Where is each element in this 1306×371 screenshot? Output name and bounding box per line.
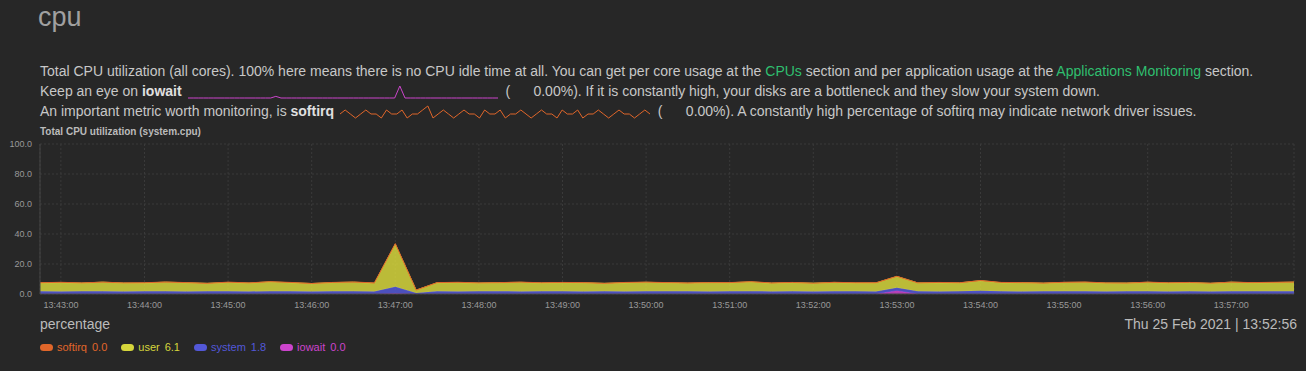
svg-text:20.0: 20.0 xyxy=(14,259,32,269)
svg-text:13:49:00: 13:49:00 xyxy=(545,300,580,310)
html-text:( 0.00%). If it is constantly: ( 0.00%). If it is constantly high, your… xyxy=(497,83,1100,99)
svg-text:13:48:00: 13:48:00 xyxy=(461,300,496,310)
html-text:Keep an eye on iowait: Keep an eye on iowait xyxy=(40,83,182,99)
svg-text:13:51:00: 13:51:00 xyxy=(712,300,747,310)
svg-text:0.0: 0.0 xyxy=(19,289,32,299)
html-text:iowait 0.0: iowait 0.0 xyxy=(297,341,346,353)
html-text:( 0.00%). A constantly high pe: ( 0.00%). A constantly high percentage o… xyxy=(650,103,1197,119)
svg-text:13:43:00: 13:43:00 xyxy=(43,300,78,310)
svg-text:80.0: 80.0 xyxy=(14,169,32,179)
html-text:Total CPU utilization (all cor: Total CPU utilization (all cores). 100% … xyxy=(40,63,1254,79)
html-text:0.0: 0.0 xyxy=(92,341,108,353)
html-text:system 1.8: system 1.8 xyxy=(211,341,267,353)
svg-text:100.0: 100.0 xyxy=(9,139,32,149)
svg-text:60.0: 60.0 xyxy=(14,199,32,209)
svg-text:13:47:00: 13:47:00 xyxy=(378,300,413,310)
svg-text:13:52:00: 13:52:00 xyxy=(796,300,831,310)
svg-text:13:53:00: 13:53:00 xyxy=(879,300,914,310)
svg-text:13:46:00: 13:46:00 xyxy=(294,300,329,310)
html-text:cpu: cpu xyxy=(38,2,82,32)
html-text:softirq: softirq xyxy=(57,341,87,353)
svg-text:13:50:00: 13:50:00 xyxy=(629,300,664,310)
svg-text:13:45:00: 13:45:00 xyxy=(211,300,246,310)
html-text:Thu 25 Feb 2021 | 13:52:56: Thu 25 Feb 2021 | 13:52:56 xyxy=(1124,316,1297,332)
html-text:Total CPU utilization (system.: Total CPU utilization (system.cpu) xyxy=(40,126,201,137)
svg-text:13:57:00: 13:57:00 xyxy=(1214,300,1249,310)
svg-text:40.0: 40.0 xyxy=(14,229,32,239)
html-text:percentage: percentage xyxy=(40,316,111,332)
svg-text:13:54:00: 13:54:00 xyxy=(963,300,998,310)
html-text:An important metric worth moni: An important metric worth monitoring, is… xyxy=(40,103,335,119)
svg-text:13:56:00: 13:56:00 xyxy=(1130,300,1165,310)
html-text:user 6.1: user 6.1 xyxy=(138,341,180,353)
svg-text:13:44:00: 13:44:00 xyxy=(127,300,162,310)
svg-text:13:55:00: 13:55:00 xyxy=(1047,300,1082,310)
